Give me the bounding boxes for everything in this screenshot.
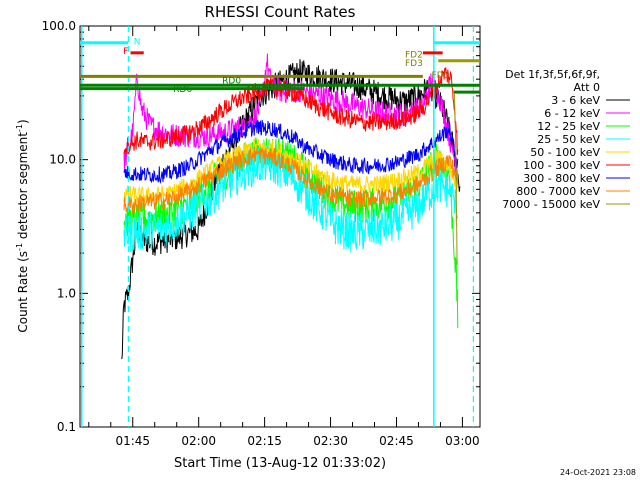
series-line: [123, 146, 459, 214]
y-tick-label: 10.0: [49, 153, 76, 167]
footer-date: 24-Oct-2021 23:08: [560, 468, 636, 477]
legend-header-attenuator: Att 0: [574, 81, 600, 94]
flag-label: FD2: [405, 51, 423, 61]
series-layer: [121, 53, 461, 360]
legend-label: 6 - 12 keV: [544, 107, 600, 120]
y-tick-label: 100.0: [42, 19, 76, 33]
flag-label: RD0: [222, 77, 241, 87]
y-axis-label: Count Rate (s-1 detector segment-1): [15, 119, 30, 332]
y-axis-label-part-1: Count Rate (s: [16, 251, 30, 333]
series-line: [123, 142, 459, 253]
legend-label: 12 - 25 keV: [537, 120, 600, 133]
x-tick-label: 02:45: [379, 434, 414, 448]
legend-label: 7000 - 15000 keV: [502, 198, 600, 211]
x-tick-label: 03:00: [445, 434, 480, 448]
flag-label: FD5: [432, 71, 450, 81]
legend-header-detectors: Det 1f,3f,5f,6f,9f,: [505, 68, 600, 81]
x-axis-label: Start Time (13-Aug-12 01:33:02): [174, 456, 386, 471]
chart-title: RHESSI Count Rates: [205, 3, 356, 21]
x-tick-label: 02:30: [313, 434, 348, 448]
series-line: [121, 59, 461, 360]
flag-label: RD6: [173, 85, 192, 95]
legend-label: 25 - 50 keV: [537, 133, 600, 146]
legend-label: 800 - 7000 keV: [516, 185, 600, 198]
x-tick-label: 01:45: [115, 434, 150, 448]
legend-label: 50 - 100 keV: [530, 146, 600, 159]
plot-frame: [79, 25, 481, 428]
x-axis: 01:45 02:00 02:15 02:30 02:45 03:00: [88, 26, 480, 448]
x-tick-label: 02:00: [181, 434, 216, 448]
y-axis-label-exponent-1: -1: [15, 243, 24, 251]
flag-label: FD3: [405, 59, 423, 69]
x-tick-label: 02:15: [247, 434, 282, 448]
series-line: [123, 138, 459, 205]
y-axis: 0.1 1.0 10.0 100.0: [42, 19, 480, 434]
legend-label: 3 - 6 keV: [551, 94, 600, 107]
y-axis-label-part-3: ): [16, 119, 30, 124]
y-axis-label-part-2: detector segment: [16, 132, 30, 243]
flag-label: F: [123, 47, 128, 57]
y-tick-label: 0.1: [57, 420, 76, 434]
y-axis-label-exponent-2: -1: [15, 124, 24, 132]
legend-label: 100 - 300 keV: [523, 159, 600, 172]
series-line: [123, 119, 459, 185]
y-tick-label: 1.0: [57, 286, 76, 300]
legend-label: 300 - 800 keV: [523, 172, 600, 185]
flag-label: N: [134, 37, 141, 47]
series-line: [454, 93, 458, 265]
